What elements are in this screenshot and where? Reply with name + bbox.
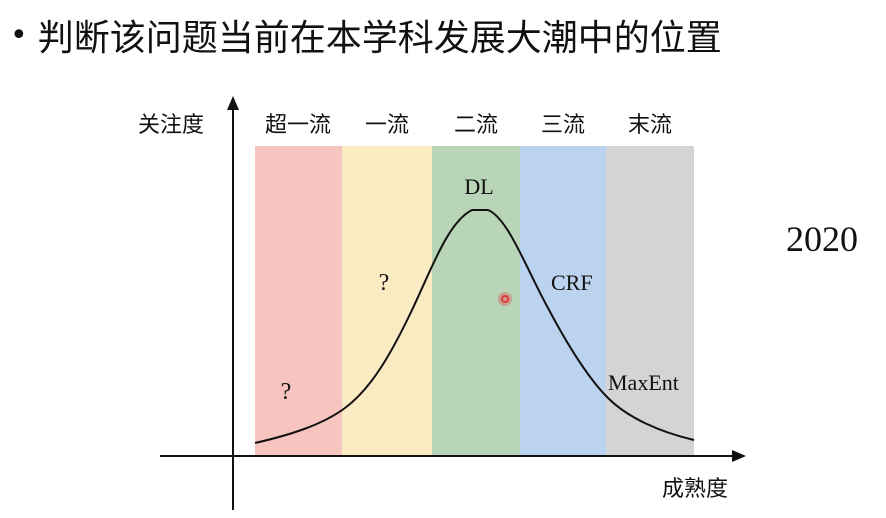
y-axis-label: 关注度: [138, 113, 204, 138]
label-maxent: MaxEnt: [608, 370, 679, 395]
band-label-first-rate: 一流: [365, 113, 409, 138]
x-axis-arrow-icon: [732, 450, 746, 462]
band-last-rate: [606, 146, 694, 456]
band-label-third-rate: 三流: [541, 113, 585, 138]
label-crf: CRF: [551, 270, 593, 295]
y-axis-arrow-icon: [227, 96, 239, 110]
band-super-first-rate: [255, 146, 342, 456]
laser-pointer-glow: [498, 292, 512, 306]
label-dl: DL: [464, 174, 493, 199]
question-mark-first-rate: ?: [379, 270, 390, 296]
band-first-rate: [342, 146, 432, 456]
headline-text: 判断该问题当前在本学科发展大潮中的位置: [37, 18, 722, 59]
slide-headline: • 判断该问题当前在本学科发展大潮中的位置: [10, 10, 722, 60]
band-label-second-rate: 二流: [454, 113, 498, 138]
laser-pointer-dot: [501, 295, 509, 303]
question-mark-super-first-rate: ?: [281, 379, 292, 405]
attention-curve: [254, 209, 695, 444]
band-label-last-rate: 末流: [628, 113, 672, 138]
bullet-icon: •: [10, 17, 28, 53]
band-third-rate: [520, 146, 606, 456]
band-label-super-first-rate: 超一流: [265, 113, 331, 138]
year-label: 2020: [786, 219, 858, 259]
x-axis-label: 成熟度: [662, 477, 728, 502]
